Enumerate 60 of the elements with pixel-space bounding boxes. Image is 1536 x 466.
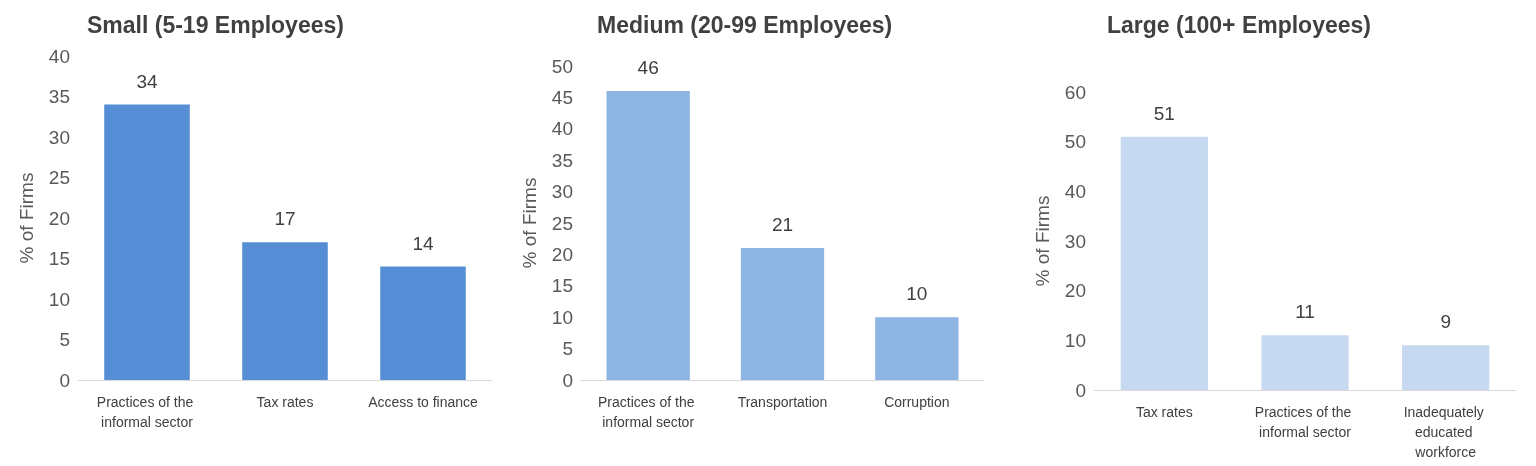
y-tick-label: 15 <box>551 275 573 297</box>
x-tick-label: Practices of the informal sector <box>597 394 699 430</box>
y-tick-label: 15 <box>48 248 70 269</box>
y-tick-label: 0 <box>562 369 573 391</box>
data-label: 46 <box>637 57 659 79</box>
y-tick-label: 5 <box>562 338 573 360</box>
data-label: 17 <box>274 208 296 230</box>
data-label: 11 <box>1295 301 1315 323</box>
y-tick-label: 5 <box>59 329 70 350</box>
y-tick-label: 35 <box>551 149 573 171</box>
y-tick-label: 20 <box>551 243 573 265</box>
chart-title: Large (100+ Employees) <box>1107 11 1371 38</box>
y-tick-label: 30 <box>551 181 573 203</box>
chart-title: Small (5-19 Employees) <box>87 11 344 38</box>
y-tick-label: 20 <box>1064 280 1086 302</box>
y-tick-label: 30 <box>1064 230 1086 252</box>
data-label: 10 <box>906 283 928 305</box>
data-label: 21 <box>771 214 794 236</box>
x-tick-label: Inadequately educated workforce <box>1403 404 1488 460</box>
bar <box>1402 345 1490 390</box>
y-tick-label: 50 <box>1064 131 1086 153</box>
y-axis-title: % of Firms <box>1032 195 1053 287</box>
bar <box>606 91 690 380</box>
y-tick-label: 35 <box>48 86 70 107</box>
y-tick-label: 25 <box>48 167 70 188</box>
y-tick-label: 50 <box>551 55 573 77</box>
x-tick-label: Practices of the informal sector <box>96 394 198 430</box>
y-tick-label: 40 <box>1064 180 1086 202</box>
x-tick-label: Corruption <box>884 394 950 410</box>
y-tick-label: 20 <box>48 207 70 229</box>
x-tick-label: Transportation <box>737 394 828 410</box>
x-tick-label: Access to finance <box>368 394 479 410</box>
y-tick-label: 40 <box>551 118 573 140</box>
y-tick-label: 0 <box>1075 379 1086 401</box>
y-axis-title: % of Firms <box>519 177 540 269</box>
data-label: 34 <box>136 70 158 92</box>
x-tick-label: Tax rates <box>1135 404 1193 420</box>
data-label: 51 <box>1153 102 1175 124</box>
y-tick-label: 10 <box>48 288 70 310</box>
x-tick-label: Tax rates <box>256 394 314 410</box>
y-tick-label: 30 <box>48 126 70 148</box>
bar <box>380 266 466 380</box>
bar <box>875 317 959 380</box>
y-axis-title: % of Firms <box>16 172 37 264</box>
y-tick-label: 10 <box>1064 329 1086 351</box>
y-tick-label: 0 <box>59 369 70 391</box>
bar <box>1261 335 1349 390</box>
bar <box>740 248 825 380</box>
y-tick-label: 10 <box>551 306 573 328</box>
bar <box>1120 136 1208 390</box>
x-tick-label: Practices of the informal sector <box>1254 404 1356 440</box>
bar <box>242 242 328 380</box>
data-label: 9 <box>1440 311 1451 333</box>
y-tick-label: 45 <box>551 86 573 108</box>
y-tick-label: 60 <box>1064 81 1086 103</box>
data-label: 14 <box>412 232 434 254</box>
y-tick-label: 40 <box>48 45 70 67</box>
bar <box>104 104 190 380</box>
y-tick-label: 25 <box>551 212 573 234</box>
chart-title: Medium (20-99 Employees) <box>597 11 893 38</box>
